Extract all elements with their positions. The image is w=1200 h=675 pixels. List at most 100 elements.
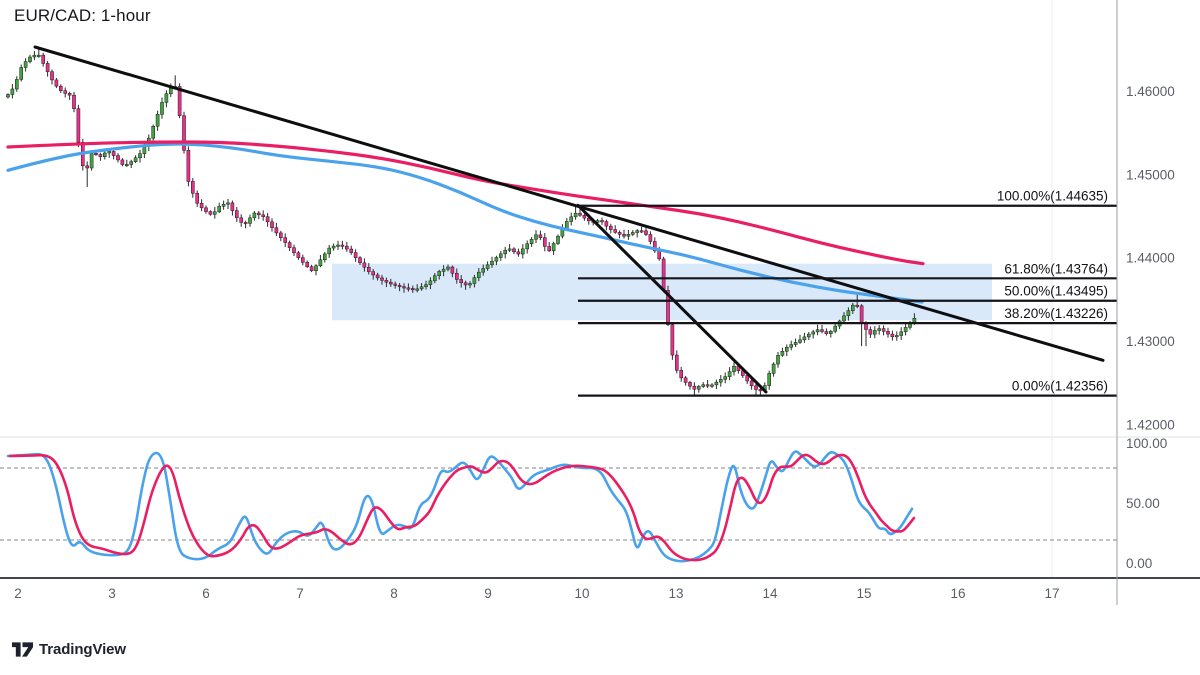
candle-body-up bbox=[142, 146, 147, 154]
candle-body-up bbox=[771, 363, 776, 374]
candle-body-up bbox=[631, 232, 635, 235]
chart-title: EUR/CAD: 1-hour bbox=[14, 6, 151, 25]
candle-body-down bbox=[283, 237, 287, 243]
candle bbox=[868, 326, 873, 338]
candle-body-down bbox=[754, 385, 758, 390]
candle-body-up bbox=[569, 216, 574, 222]
price-axis-label: 1.43000 bbox=[1126, 334, 1175, 349]
candle bbox=[477, 268, 481, 282]
candle-body-up bbox=[873, 330, 877, 335]
candle-body-down bbox=[547, 246, 552, 252]
time-axis-label: 7 bbox=[296, 586, 304, 601]
time-axis-label: 15 bbox=[856, 586, 871, 601]
candle-body-up bbox=[125, 164, 129, 167]
candle bbox=[195, 190, 199, 207]
candle bbox=[32, 51, 37, 61]
candle-body-up bbox=[842, 315, 846, 322]
candle-body-down bbox=[353, 252, 358, 258]
candle-body-down bbox=[749, 380, 754, 387]
candle bbox=[305, 260, 309, 268]
trendline-1[interactable] bbox=[33, 45, 1105, 362]
candle-body-up bbox=[164, 93, 169, 103]
candle bbox=[609, 223, 613, 234]
candle bbox=[851, 302, 855, 314]
candle bbox=[375, 272, 380, 281]
candle-body-up bbox=[318, 259, 323, 266]
trendline-2[interactable] bbox=[576, 203, 768, 394]
candle bbox=[28, 54, 32, 64]
candle bbox=[864, 321, 868, 347]
candle bbox=[842, 312, 846, 324]
candle-body-down bbox=[296, 252, 301, 258]
candle-body-up bbox=[776, 355, 780, 365]
candle-body-up bbox=[719, 379, 723, 383]
candle bbox=[485, 261, 490, 271]
candle-body-down bbox=[512, 248, 516, 253]
stoch-axis-label: 100.00 bbox=[1126, 436, 1167, 451]
candle bbox=[666, 285, 670, 327]
candle bbox=[98, 152, 103, 161]
candle bbox=[529, 236, 534, 247]
candle-body-up bbox=[903, 327, 908, 333]
tradingview-logo[interactable]: TradingView bbox=[12, 641, 126, 658]
candle-body-up bbox=[213, 211, 217, 215]
candle-body-up bbox=[798, 339, 802, 343]
candle bbox=[270, 218, 274, 232]
candle-body-down bbox=[384, 280, 389, 283]
candle-body-down bbox=[358, 257, 362, 264]
candle bbox=[679, 366, 684, 382]
candle bbox=[450, 265, 455, 278]
candle bbox=[424, 280, 428, 290]
candle-body-up bbox=[160, 102, 164, 115]
candle-body-up bbox=[441, 268, 446, 272]
candle bbox=[349, 245, 353, 255]
candle-body-up bbox=[525, 243, 530, 250]
candle-body-up bbox=[723, 376, 728, 380]
candle-body-down bbox=[455, 272, 459, 280]
candle-body-up bbox=[437, 271, 441, 276]
candle bbox=[340, 240, 345, 250]
candle bbox=[125, 159, 129, 167]
candle-body-up bbox=[507, 248, 512, 251]
candle-body-up bbox=[28, 56, 32, 62]
candle-body-up bbox=[419, 286, 424, 290]
candle bbox=[631, 230, 635, 236]
candle-body-up bbox=[895, 335, 899, 338]
candle-body-up bbox=[155, 114, 160, 127]
candle-body-up bbox=[481, 268, 485, 273]
candle-body-up bbox=[252, 212, 257, 219]
candle-body-down bbox=[116, 155, 120, 161]
candle-body-down bbox=[670, 324, 675, 356]
candle-body-up bbox=[415, 288, 419, 291]
candle bbox=[683, 375, 688, 386]
candle-body-up bbox=[217, 206, 221, 213]
candle-body-down bbox=[340, 244, 345, 247]
candle-body-down bbox=[450, 266, 455, 274]
candle-body-down bbox=[604, 221, 609, 227]
candle bbox=[217, 202, 221, 214]
candle bbox=[441, 265, 446, 277]
candle-body-down bbox=[881, 328, 886, 332]
candle-body-down bbox=[199, 202, 204, 209]
candle-body-up bbox=[529, 238, 534, 245]
candle bbox=[327, 244, 331, 258]
candle bbox=[133, 155, 138, 164]
candle bbox=[67, 91, 72, 100]
time-axis-label: 8 bbox=[390, 586, 398, 601]
candle-body-down bbox=[76, 108, 81, 143]
candle-body-down bbox=[622, 234, 626, 237]
candle-body-up bbox=[846, 310, 851, 317]
candle bbox=[644, 227, 648, 237]
candle bbox=[314, 264, 318, 276]
candle-body-down bbox=[890, 333, 895, 338]
candle-body-down bbox=[230, 202, 235, 211]
candle bbox=[191, 178, 195, 198]
candle bbox=[437, 269, 441, 280]
candle-body-down bbox=[362, 262, 367, 268]
candle bbox=[89, 151, 94, 171]
candle bbox=[661, 256, 666, 293]
candle-body-down bbox=[675, 354, 679, 371]
candle-body-up bbox=[323, 253, 327, 261]
candle-body-down bbox=[235, 210, 239, 219]
